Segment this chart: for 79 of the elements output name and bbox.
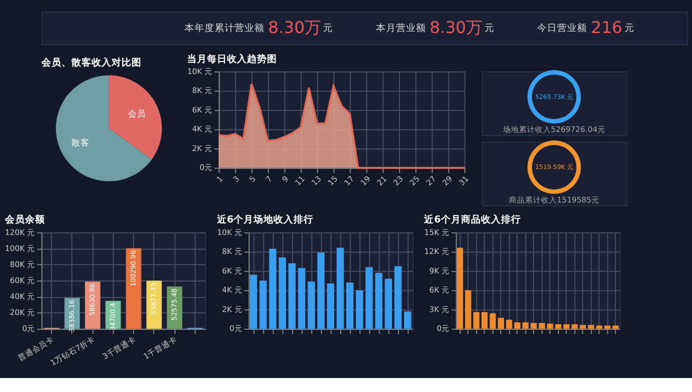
bar	[260, 280, 267, 329]
bar	[308, 282, 315, 329]
y-tick-label: 0元	[436, 324, 450, 334]
y-tick-label: 100K 元	[4, 244, 36, 253]
chart-title: 会员、散客收入对比图	[40, 56, 142, 69]
bar	[522, 322, 529, 329]
text: 元	[322, 22, 333, 34]
bar	[126, 248, 142, 329]
bar	[465, 290, 472, 329]
text: 场地累计收入5269726.04元	[502, 125, 606, 134]
bar	[269, 248, 276, 329]
y-tick-label: 6K 元	[429, 286, 450, 295]
bar	[538, 322, 545, 329]
y-tick-label: 2K 元	[192, 144, 213, 153]
chart-title: 会员余额	[4, 214, 46, 226]
bar	[326, 283, 334, 329]
pie-slice	[56, 75, 152, 182]
bar	[356, 290, 364, 329]
text: 今日营业额	[537, 22, 588, 34]
bar	[481, 312, 488, 329]
bar	[278, 257, 286, 329]
text: 元	[484, 22, 494, 34]
bar	[498, 318, 504, 329]
y-tick-label: 9K 元	[429, 266, 450, 276]
y-tick-label: 10K 元	[217, 228, 242, 237]
text: 本月营业额	[376, 22, 426, 34]
bar	[506, 320, 512, 329]
bar	[384, 278, 392, 329]
chart-title: 近6个月场地收入排行	[216, 214, 314, 226]
slice-label: 会员	[128, 108, 146, 120]
bar	[404, 311, 412, 329]
bar	[490, 313, 496, 329]
y-tick-label: 0元	[22, 324, 36, 334]
text: 216	[591, 18, 622, 37]
y-tick-label: 60K 元	[10, 276, 36, 285]
y-tick-label: 40K 元	[10, 292, 36, 302]
y-tick-label: 6K 元	[192, 105, 213, 114]
text: 8.30万	[268, 18, 321, 37]
bar	[604, 326, 610, 329]
chart-title: 当月每日收入趋势图	[187, 52, 278, 65]
bar	[346, 282, 354, 329]
bar	[298, 268, 306, 329]
bar	[456, 248, 464, 329]
bar	[375, 272, 382, 329]
y-tick-label: 0元	[200, 163, 213, 172]
y-tick-label: 4K 元	[192, 124, 213, 134]
bar	[612, 326, 619, 329]
bar	[394, 266, 402, 329]
bar	[555, 324, 562, 329]
y-tick-label: 10K 元	[187, 66, 213, 76]
y-tick-label: 2K 元	[222, 304, 242, 314]
bar	[547, 324, 554, 329]
text: 元	[624, 22, 634, 34]
y-tick-label: 8K 元	[192, 86, 213, 96]
y-tick-label: 12K 元	[424, 247, 450, 256]
text: 8.30万	[430, 18, 482, 37]
pie-slice	[108, 75, 162, 160]
bar	[514, 322, 520, 329]
bar	[317, 252, 325, 329]
y-tick-label: 0元	[229, 324, 242, 334]
bar	[336, 248, 344, 329]
y-tick-label: 120K 元	[4, 228, 36, 237]
bar	[366, 267, 373, 329]
bar	[596, 326, 602, 329]
y-tick-label: 8K 元	[222, 247, 242, 256]
y-tick-label: 80K 元	[10, 260, 36, 269]
chart-title: 近6个月商品收入排行	[423, 214, 521, 226]
y-tick-label: 6K 元	[222, 266, 242, 276]
y-tick-label: 3K 元	[429, 304, 450, 314]
text: 商品累计收入1519585元	[509, 195, 600, 204]
bar	[473, 312, 480, 329]
y-tick-label: 15K 元	[424, 228, 450, 237]
slice-label: 散客	[72, 138, 90, 149]
y-tick-label: 20K 元	[10, 308, 36, 318]
bar	[250, 274, 258, 329]
text: 本年度累计营业额	[184, 22, 264, 34]
bar	[530, 322, 537, 329]
bar	[288, 263, 296, 329]
y-tick-label: 4K 元	[222, 286, 242, 295]
